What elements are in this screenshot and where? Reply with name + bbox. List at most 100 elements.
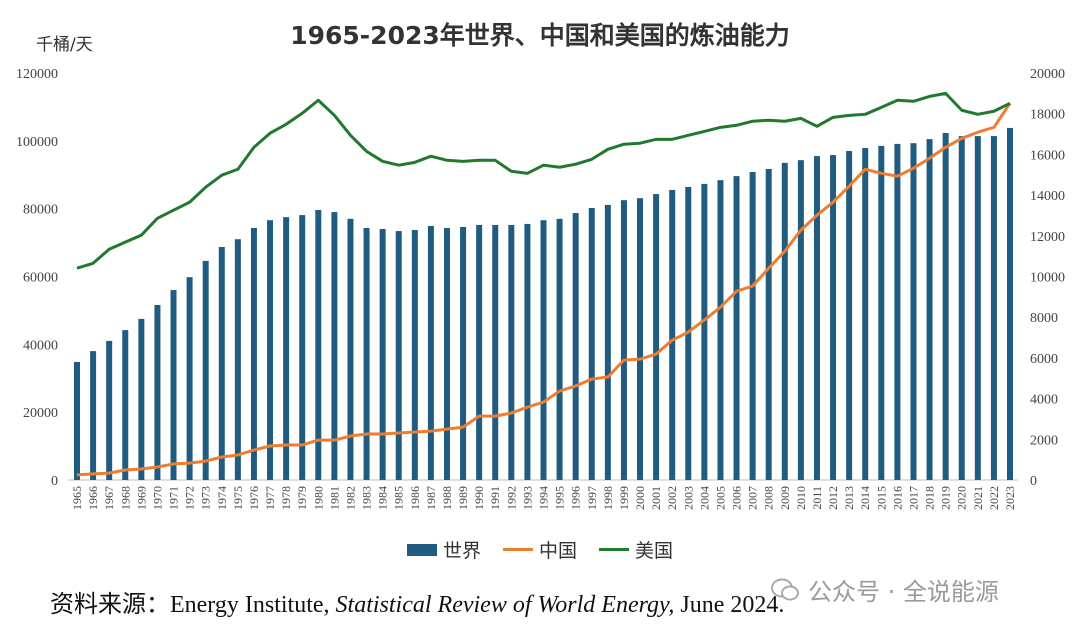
x-axis-tick: 1983 [360,486,374,510]
left-axis-tick: 80000 [23,203,58,218]
x-axis-tick: 2018 [923,486,937,510]
x-axis-tick: 1985 [392,486,406,510]
bar-1993 [524,223,531,480]
bar-2013 [846,151,853,480]
x-axis-tick: 2005 [713,486,727,510]
bar-2002 [669,190,676,480]
left-axis-tick: 20000 [23,406,58,421]
bar-1978 [283,217,290,481]
bar-1972 [186,277,193,480]
right-axis-tick: 2000 [1030,433,1058,448]
right-axis-tick: 10000 [1030,271,1065,286]
bar-2020 [958,136,965,480]
bar-1994 [540,220,547,480]
bar-1995 [556,218,563,480]
right-axis-tick: 14000 [1030,189,1065,204]
bar-1970 [154,304,161,480]
bar-1977 [267,220,274,480]
x-axis-tick: 1974 [215,486,229,510]
right-axis-tick: 12000 [1030,230,1065,245]
bar-2021 [974,136,981,480]
x-axis-tick: 1994 [537,486,551,510]
bar-2009 [781,162,788,481]
bar-1974 [218,246,225,480]
source-note: 资料来源：Energy Institute, Statistical Revie… [50,584,784,619]
right-axis-tick: 20000 [1030,67,1065,82]
bar-1982 [347,218,354,480]
bar-1990 [476,224,483,480]
right-axis-tick: 4000 [1030,393,1058,408]
x-axis-tick: 1965 [70,486,84,510]
legend-label-us: 美国 [635,540,674,562]
x-axis-tick: 1999 [617,486,631,510]
bar-1981 [331,212,338,480]
bar-2008 [765,168,772,480]
x-axis-tick: 2012 [826,486,840,510]
x-axis-tick: 1990 [472,486,486,510]
x-axis-tick: 1979 [295,486,309,510]
bar-2014 [862,147,869,481]
right-axis-tick: 0 [1030,474,1037,489]
bar-1971 [170,290,177,480]
x-axis-tick: 1966 [86,486,100,510]
x-axis-tick: 2021 [971,486,985,510]
legend-item-china: 中国 [502,536,577,563]
x-axis-tick: 2015 [874,486,888,510]
x-axis-tick: 2003 [681,486,695,510]
x-axis-tick: 1991 [488,486,502,510]
x-axis-tick: 1976 [247,486,261,510]
x-axis-tick: 1993 [520,486,534,510]
bar-2001 [653,194,660,480]
x-axis-tick: 1980 [311,486,325,510]
left-axis-unit: 千桶/天 [36,35,93,55]
left-axis-tick: 60000 [23,271,58,286]
bar-1987 [427,225,434,480]
bar-1986 [411,230,418,480]
bar-2011 [813,156,820,481]
right-axis-tick: 16000 [1030,148,1065,163]
bar-1969 [138,318,145,480]
bar-1991 [492,224,499,480]
x-axis-tick: 2010 [794,486,808,510]
x-axis-tick: 2023 [1003,486,1017,510]
x-axis-tick: 1988 [440,486,454,510]
x-axis-tick: 1992 [504,486,518,510]
legend: 世界 中国 美国 [0,536,1080,563]
bar-1973 [202,260,209,480]
x-axis-tick: 2007 [746,486,760,510]
x-axis-tick: 1967 [102,486,116,510]
x-axis-tick: 2014 [858,486,872,510]
bar-1998 [604,204,611,480]
x-axis-tick: 1968 [118,486,132,510]
wechat-icon [771,578,799,600]
left-axis-tick: 40000 [23,338,58,353]
source-publication: Statistical Review of World Energy, [335,592,675,618]
bar-1996 [572,213,579,480]
bar-1979 [299,215,306,480]
source-prefix: 资料来源：Energy Institute, [50,592,336,618]
x-axis-tick: 1975 [231,486,245,510]
left-axis-tick: 120000 [16,67,58,82]
right-axis-tick: 18000 [1030,108,1065,123]
x-axis-tick: 1997 [585,486,599,510]
bar-2018 [926,139,933,480]
x-axis-tick: 2001 [649,486,663,510]
right-axis-tick: 6000 [1030,352,1058,367]
x-axis-tick: 1977 [263,486,277,510]
legend-label-world: 世界 [442,540,481,562]
bar-1976 [250,227,257,480]
bar-2017 [910,143,917,480]
bar-2007 [749,172,756,480]
x-axis-tick: 2019 [939,486,953,510]
source-suffix: June 2024. [674,592,785,618]
right-axis-tick: 8000 [1030,311,1058,326]
bar-1989 [460,226,467,480]
x-axis-tick: 1971 [167,486,181,510]
bar-1997 [588,207,595,480]
x-axis-tick: 2002 [665,486,679,510]
x-axis-tick: 1982 [343,486,357,510]
x-axis-tick: 1986 [408,486,422,510]
bar-1968 [122,330,129,480]
left-axis-tick: 100000 [16,135,58,150]
